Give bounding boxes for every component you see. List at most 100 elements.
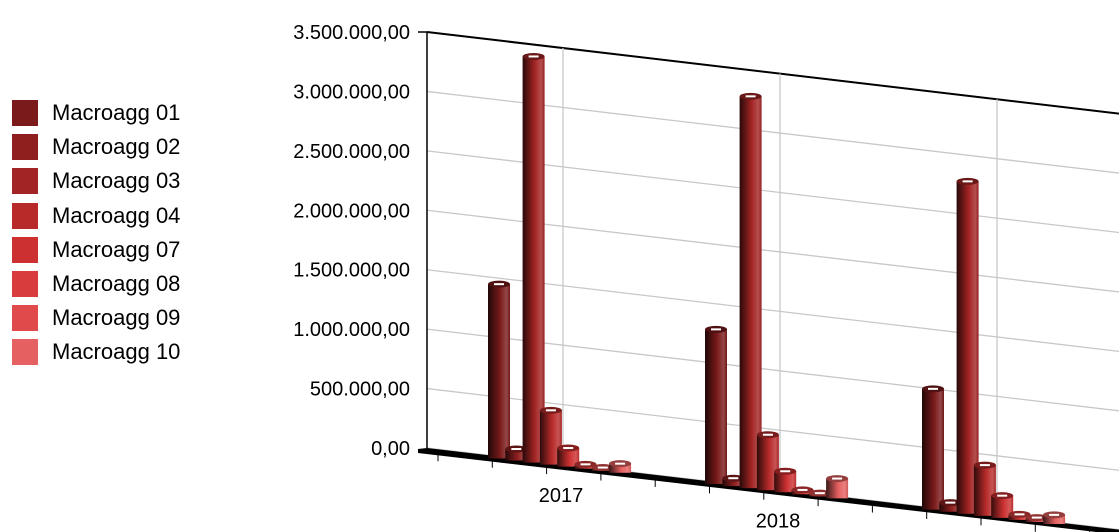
bar-body: [973, 465, 996, 516]
bar: [488, 280, 510, 459]
bar-cap-highlight: [494, 283, 504, 286]
legend-item: Macroagg 08: [12, 267, 180, 301]
x-tick-label: 2017: [539, 485, 584, 507]
bar-body: [991, 495, 1014, 518]
bar-cap-highlight: [615, 462, 626, 465]
bar-cap-highlight: [979, 464, 990, 467]
legend-label: Macroagg 09: [52, 305, 181, 331]
bar-body: [705, 329, 727, 485]
bar-cap-highlight: [511, 448, 522, 451]
bar-body: [1043, 514, 1066, 524]
bar-cap-highlight: [997, 494, 1008, 497]
legend-label: Macroagg 02: [52, 134, 181, 160]
legend-label: Macroagg 10: [52, 339, 181, 365]
bar-body: [956, 181, 979, 514]
bar-body: [939, 502, 962, 512]
bar: [826, 475, 849, 499]
bar: [774, 467, 797, 493]
legend-label: Macroagg 04: [52, 202, 181, 228]
bar: [505, 445, 528, 461]
bar-cap-highlight: [945, 501, 956, 504]
legend-label: Macroagg 01: [52, 100, 181, 126]
bar: [609, 460, 632, 473]
bar: [557, 444, 580, 467]
bar-body: [522, 56, 545, 463]
bar-cap-highlight: [563, 447, 574, 450]
legend-swatch: [12, 271, 38, 298]
bar-cap-highlight: [797, 488, 808, 491]
legend-item: Macroagg 07: [12, 233, 180, 267]
bar-cap-highlight: [728, 477, 739, 480]
bars: [488, 52, 1066, 524]
y-tick-label: 1.000.000,00: [293, 319, 410, 341]
bar: [956, 177, 979, 514]
bar-cap-highlight: [962, 180, 973, 183]
bar: [939, 499, 962, 512]
legend-label: Macroagg 03: [52, 168, 181, 194]
bar-cap-highlight: [1049, 513, 1060, 516]
legend-label: Macroagg 07: [52, 236, 181, 262]
legend-swatch: [12, 305, 38, 332]
bar-body: [774, 471, 797, 493]
bar-body: [826, 478, 849, 499]
bar-cap-highlight: [780, 470, 791, 473]
legend-swatch: [12, 134, 38, 161]
bar: [539, 406, 562, 465]
bar: [791, 486, 814, 495]
bar-cap-highlight: [711, 328, 721, 331]
bar: [808, 489, 831, 497]
bar-cap-highlight: [928, 387, 938, 390]
bar: [591, 464, 614, 472]
bar-cap-highlight: [832, 477, 843, 480]
bar-cap-highlight: [745, 95, 756, 98]
bar-body: [609, 463, 632, 473]
chart-legend: Macroagg 01 Macroagg 02 Macroagg 03 Macroag…: [12, 96, 180, 370]
axis-labels: 0,00 500.000,00 1.000.000,00 1.500.000,00 2.…: [293, 22, 801, 532]
bar-cap-highlight: [580, 463, 591, 466]
legend-item: Macroagg 03: [12, 164, 180, 198]
bar: [1043, 511, 1066, 524]
y-tick-label: 0,00: [371, 438, 410, 460]
legend-item: Macroagg 10: [12, 335, 180, 369]
bar-body: [756, 434, 779, 491]
bar-cap-highlight: [597, 466, 608, 469]
y-tick-label: 2.000.000,00: [293, 200, 410, 222]
y-tick-label: 2.500.000,00: [293, 141, 410, 163]
bar-body: [922, 388, 944, 510]
bar: [1008, 510, 1031, 520]
legend-item: Macroagg 01: [12, 96, 180, 130]
legend-swatch: [12, 100, 38, 127]
bar-body: [557, 448, 580, 467]
bar-cap-highlight: [1031, 516, 1042, 519]
y-tick-label: 500.000,00: [310, 379, 410, 401]
bar: [574, 460, 597, 469]
bar-cap-highlight: [545, 409, 556, 412]
bar: [991, 492, 1014, 518]
bar: [705, 325, 727, 485]
bar-cap-highlight: [1014, 513, 1025, 516]
y-tick-label: 3.000.000,00: [293, 81, 410, 103]
bar-body: [488, 284, 510, 459]
legend-label: Macroagg 08: [52, 271, 181, 297]
bar: [1025, 514, 1048, 522]
bar-body: [505, 449, 528, 461]
legend-item: Macroagg 09: [12, 301, 180, 335]
bar: [756, 431, 779, 491]
legend-swatch: [12, 236, 38, 263]
bar-body: [739, 96, 762, 489]
bar: [739, 92, 762, 489]
bar-body: [722, 478, 745, 487]
bar: [922, 385, 944, 510]
bar: [973, 461, 996, 516]
y-tick-label: 1.500.000,00: [293, 260, 410, 282]
bar-cap-highlight: [528, 55, 539, 58]
bar: [722, 474, 745, 487]
y-tick-label: 3.500.000,00: [293, 22, 410, 44]
bar-cap-highlight: [814, 492, 825, 495]
bar-body: [539, 410, 562, 465]
legend-item: Macroagg 04: [12, 199, 180, 233]
legend-swatch: [12, 202, 38, 229]
x-tick-label: 2018: [756, 510, 801, 532]
bar-cap-highlight: [762, 433, 773, 436]
